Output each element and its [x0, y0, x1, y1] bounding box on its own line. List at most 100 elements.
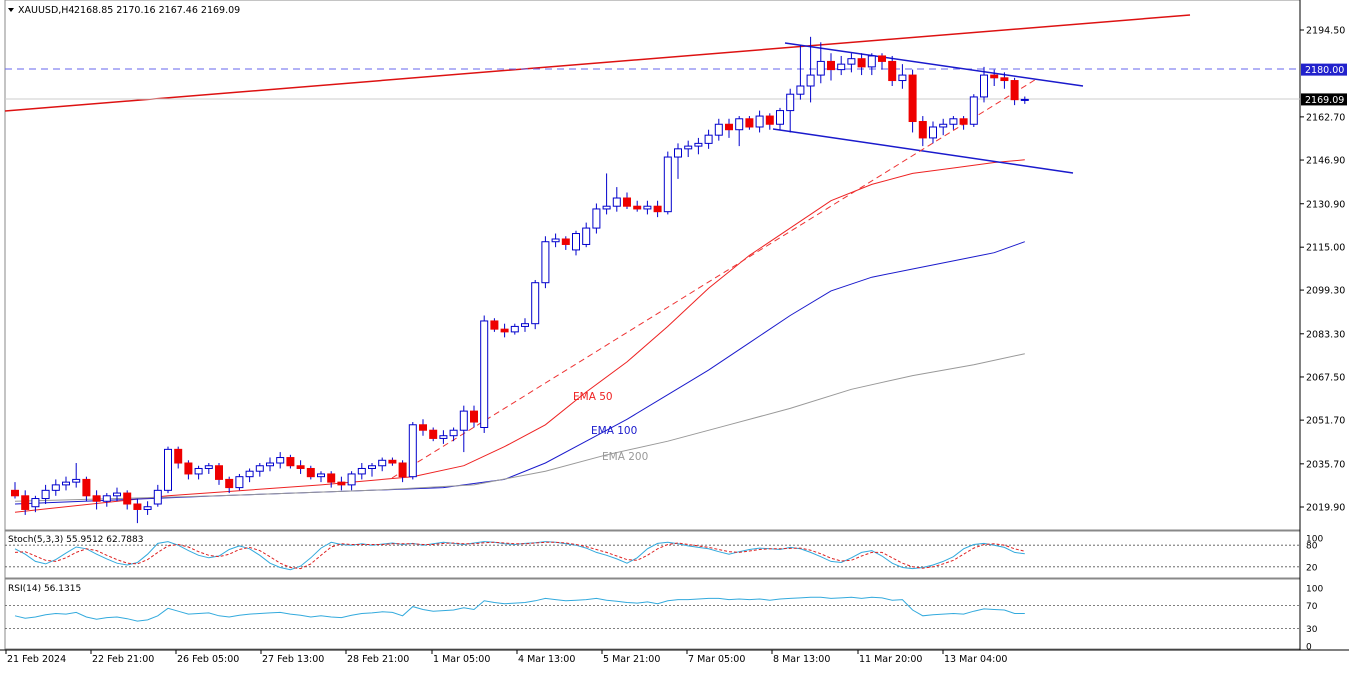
candle-bull[interactable] — [378, 459, 387, 467]
candle-bull[interactable] — [480, 320, 489, 429]
candle-bear[interactable] — [500, 328, 509, 333]
candle-bull[interactable] — [1020, 98, 1029, 101]
candle-bull[interactable] — [266, 462, 274, 467]
candle-bull[interactable] — [51, 484, 60, 491]
candle-bear[interactable] — [215, 465, 223, 480]
candle-bull[interactable] — [408, 424, 417, 478]
candle-bear[interactable] — [398, 462, 407, 478]
candle-bull[interactable] — [164, 448, 172, 491]
candle-bull[interactable] — [521, 323, 529, 327]
candle-bear[interactable] — [745, 118, 754, 128]
candle-bear[interactable] — [327, 473, 336, 483]
dashed-trend-line[interactable] — [391, 77, 1039, 479]
candle-bear[interactable] — [857, 58, 866, 68]
candle-bull[interactable] — [245, 470, 254, 478]
candle-bull[interactable] — [357, 467, 366, 475]
candle-bear[interactable] — [888, 60, 897, 82]
candle-bull[interactable] — [592, 208, 601, 229]
candle-bear[interactable] — [623, 197, 631, 207]
candle-bear[interactable] — [306, 467, 315, 478]
candle-bull[interactable] — [255, 465, 264, 472]
candle-bear[interactable] — [878, 55, 886, 62]
candle-bear[interactable] — [388, 459, 397, 464]
candle-bear[interactable] — [725, 123, 733, 131]
candle-bull[interactable] — [551, 238, 560, 243]
candle-bear[interactable] — [470, 410, 478, 423]
candle-bull[interactable] — [969, 96, 978, 125]
candle-bear[interactable] — [633, 205, 642, 210]
candle-bull[interactable] — [113, 492, 121, 497]
candle-bear[interactable] — [419, 424, 427, 431]
candle-bull[interactable] — [939, 123, 948, 128]
candle-bear[interactable] — [765, 115, 774, 125]
candle-bull[interactable] — [980, 74, 988, 98]
candle-bull[interactable] — [204, 465, 213, 469]
candle-bear[interactable] — [286, 457, 295, 467]
candle-bull[interactable] — [439, 435, 448, 439]
candle-bull[interactable] — [102, 495, 111, 502]
candle-bear[interactable] — [21, 495, 30, 510]
candle-bull[interactable] — [62, 481, 70, 486]
candle-bull[interactable] — [541, 241, 550, 284]
candle-bull[interactable] — [735, 118, 744, 131]
candle-bear[interactable] — [92, 495, 101, 502]
candle-bull[interactable] — [949, 118, 958, 125]
candle-bull[interactable] — [806, 74, 815, 87]
candle-bear[interactable] — [429, 429, 438, 439]
candle-bear[interactable] — [184, 462, 193, 475]
candle-bear[interactable] — [918, 121, 927, 139]
ema-line-2[interactable] — [14, 353, 1025, 502]
candle-bull[interactable] — [786, 93, 795, 112]
candle-bear[interactable] — [653, 205, 662, 213]
candle-bull[interactable] — [694, 142, 703, 147]
collapse-triangle-icon[interactable] — [8, 8, 14, 12]
candle-bull[interactable] — [194, 467, 203, 475]
candle-bull[interactable] — [704, 134, 713, 144]
trend-line-red[interactable] — [4, 14, 1191, 112]
candle-bear[interactable] — [337, 481, 346, 486]
candle-bear[interactable] — [82, 478, 91, 497]
candle-bull[interactable] — [317, 473, 325, 478]
candle-bear[interactable] — [296, 465, 305, 469]
candle-bull[interactable] — [776, 110, 784, 125]
candle-bull[interactable] — [510, 325, 519, 333]
candle-bear[interactable] — [1000, 77, 1009, 82]
candle-bull[interactable] — [663, 156, 672, 213]
candle-bull[interactable] — [572, 233, 580, 251]
candle-bull[interactable] — [531, 282, 540, 325]
candle-bull[interactable] — [368, 465, 376, 469]
candle-bull[interactable] — [72, 478, 81, 483]
candle-bull[interactable] — [643, 205, 652, 210]
channel-upper-line[interactable] — [784, 42, 1084, 87]
candle-bull[interactable] — [867, 55, 876, 68]
candle-bull[interactable] — [602, 205, 611, 210]
candle-bull[interactable] — [31, 498, 40, 508]
candle-bear[interactable] — [123, 492, 132, 505]
candle-bull[interactable] — [796, 85, 805, 95]
channel-lower-line[interactable] — [772, 128, 1074, 174]
candle-bull[interactable] — [674, 148, 682, 158]
candle-bull[interactable] — [143, 506, 152, 510]
candle-bear[interactable] — [561, 238, 570, 245]
candle-bull[interactable] — [837, 63, 846, 71]
oscillator-line-0[interactable] — [14, 541, 1025, 571]
candle-bear[interactable] — [908, 74, 917, 123]
candle-bull[interactable] — [235, 476, 244, 489]
candle-bull[interactable] — [847, 58, 856, 65]
oscillator-line-1[interactable] — [14, 541, 1025, 570]
candle-bear[interactable] — [990, 74, 999, 79]
candle-bear[interactable] — [133, 503, 142, 510]
candle-bull[interactable] — [276, 457, 285, 464]
candle-bear[interactable] — [225, 478, 234, 489]
candle-bull[interactable] — [459, 410, 468, 431]
candle-bear[interactable] — [959, 118, 968, 125]
candle-bull[interactable] — [816, 60, 825, 76]
candle-bull[interactable] — [41, 489, 50, 500]
candle-bull[interactable] — [449, 429, 458, 437]
oscillator-line-0[interactable] — [14, 596, 1025, 622]
candle-bull[interactable] — [684, 145, 693, 150]
ema-line-1[interactable] — [14, 241, 1025, 505]
candle-bear[interactable] — [11, 489, 19, 497]
